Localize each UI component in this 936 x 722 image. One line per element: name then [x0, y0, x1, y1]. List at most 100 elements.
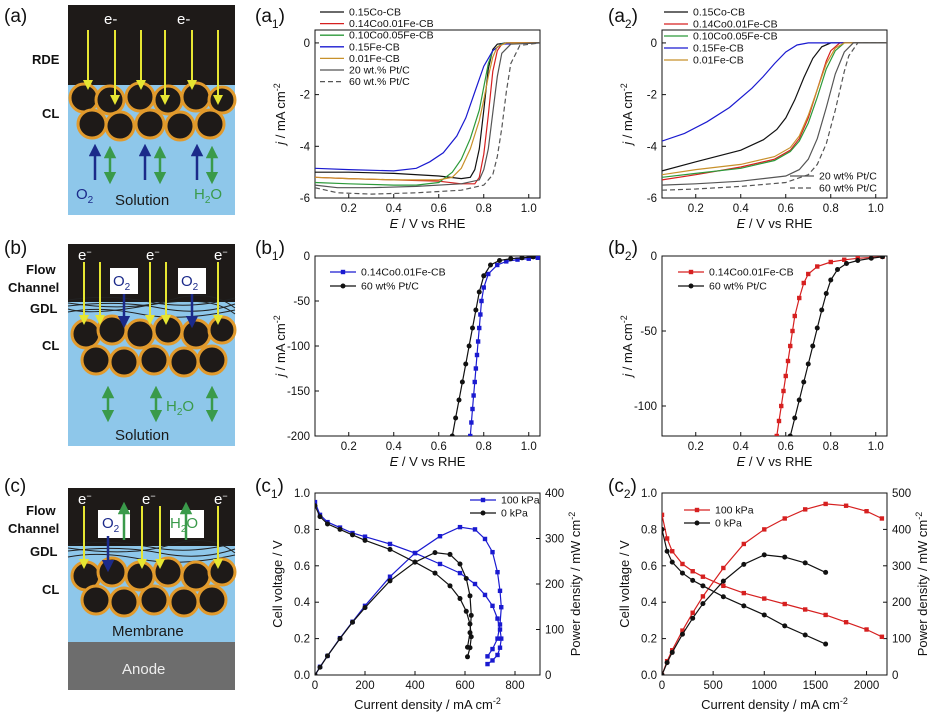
data-point	[490, 658, 495, 663]
solution-label-b: Solution	[115, 427, 169, 444]
data-point	[486, 271, 491, 277]
legend-label: 0.14Co0.01Fe-CB	[349, 18, 434, 30]
data-point	[325, 521, 330, 527]
data-point	[762, 596, 767, 601]
x-axis-label: E / V vs RHE	[390, 216, 466, 231]
legend-marker	[694, 507, 700, 513]
data-point	[317, 514, 323, 520]
data-point	[497, 645, 503, 650]
data-point	[481, 285, 486, 290]
data-point	[337, 636, 343, 642]
x-axis-label: E / V vs RHE	[390, 454, 466, 469]
data-point	[828, 277, 834, 283]
y-tick-label: -50	[293, 296, 310, 308]
o2-arrows-b	[117, 294, 199, 329]
data-point	[662, 526, 665, 532]
data-point	[864, 627, 869, 632]
data-point	[447, 583, 453, 589]
data-point	[779, 403, 784, 409]
plot-area	[662, 42, 887, 191]
x-tick-label: 0.4	[733, 203, 750, 215]
legend-item: 0.14Co0.01Fe-CB	[664, 19, 778, 31]
legend-item: 100 kPa	[684, 505, 754, 517]
data-point	[844, 261, 849, 266]
data-point	[495, 569, 500, 575]
data-point	[855, 258, 861, 263]
x-tick-label: 0.4	[386, 203, 403, 215]
rde-label: RDE	[32, 52, 60, 67]
data-point	[471, 393, 476, 398]
legend-label: 60 wt.% Pt/C	[349, 76, 410, 88]
data-point	[662, 512, 665, 518]
data-point	[508, 256, 514, 262]
y-tick-label: 1.0	[294, 488, 310, 500]
x-tick-label: 0.8	[476, 203, 492, 215]
data-point	[721, 583, 726, 589]
series-line-0-01fe-cb	[662, 42, 887, 176]
data-point	[782, 601, 787, 607]
x-tick-label: 0.6	[431, 203, 447, 215]
x-tick-label: 0.4	[386, 441, 403, 453]
legend-marker	[694, 520, 700, 526]
x-axis-label: E / V vs RHE	[737, 216, 813, 231]
y-axis-label: j / mA cm-2	[272, 83, 288, 146]
data-point	[472, 527, 478, 532]
anode-label: Anode	[122, 661, 165, 678]
data-point	[468, 433, 473, 436]
data-point	[526, 256, 531, 261]
flow-label-c2: Channel	[8, 521, 59, 536]
flow-gap-b1	[110, 268, 138, 294]
electron-label-b1: e−	[78, 247, 92, 264]
h2o-label-b: H2O	[166, 398, 194, 418]
electron-arrows-c	[79, 506, 223, 569]
legend-item: 0.15Fe-CB	[664, 43, 744, 55]
x-tick-label: 0.8	[823, 441, 839, 453]
data-point	[432, 550, 438, 556]
y2-tick-label: 0	[545, 670, 551, 682]
chart-b2: 0.2 0.4 0.6 0.8 1.0 0 -50 -100 E / V vs RHE j / m…	[619, 251, 888, 469]
legend-item: 100 kPa	[470, 495, 540, 507]
x-tick-label: 0	[312, 680, 318, 692]
data-point	[700, 594, 706, 599]
data-point	[842, 257, 847, 262]
series-line-100-kpa-power	[662, 503, 883, 675]
series-line-0-10co0-05fe-cb	[662, 42, 887, 178]
data-point	[495, 262, 500, 268]
data-point	[690, 577, 696, 583]
plot-area	[315, 499, 504, 675]
x-tick-label: 500	[704, 680, 723, 692]
data-point	[497, 258, 502, 263]
data-point	[470, 325, 475, 331]
data-point	[843, 503, 849, 508]
data-point	[720, 594, 726, 600]
data-point	[879, 634, 885, 639]
data-point	[470, 406, 475, 412]
data-point	[802, 507, 808, 512]
legend-label: 20 wt.% Pt/C	[349, 65, 410, 77]
legend-item: 0 kPa	[470, 508, 528, 520]
x-tick-label: 0.2	[688, 203, 704, 215]
y-tick-label: 0.4	[294, 597, 311, 609]
y-tick-label: -150	[287, 386, 310, 398]
data-point	[801, 280, 806, 286]
data-point	[490, 603, 495, 609]
x-tick-label: 0.6	[431, 441, 447, 453]
legend-item: 20 wt.% Pt/C	[320, 65, 410, 77]
data-point	[814, 325, 820, 331]
o2-label-c: O2	[102, 515, 120, 535]
electron-label-a1: e-	[104, 11, 117, 28]
plot-area	[774, 256, 885, 436]
data-point	[835, 267, 840, 272]
x-axis-label: Current density / mA cm-2	[354, 696, 501, 712]
y-tick-label: -100	[287, 341, 310, 353]
y-tick-label: 0.4	[641, 597, 658, 609]
plot-frame	[661, 255, 888, 437]
panel-label-b2: (b2)	[608, 238, 638, 263]
data-point	[761, 612, 767, 618]
y-axis-label: j / mA cm-2	[619, 315, 635, 378]
y2-tick-label: 300	[545, 534, 564, 546]
series-line-0-14co0-01fe-cb	[662, 42, 887, 181]
y2-tick-label: 400	[892, 524, 911, 536]
data-point	[475, 339, 481, 344]
